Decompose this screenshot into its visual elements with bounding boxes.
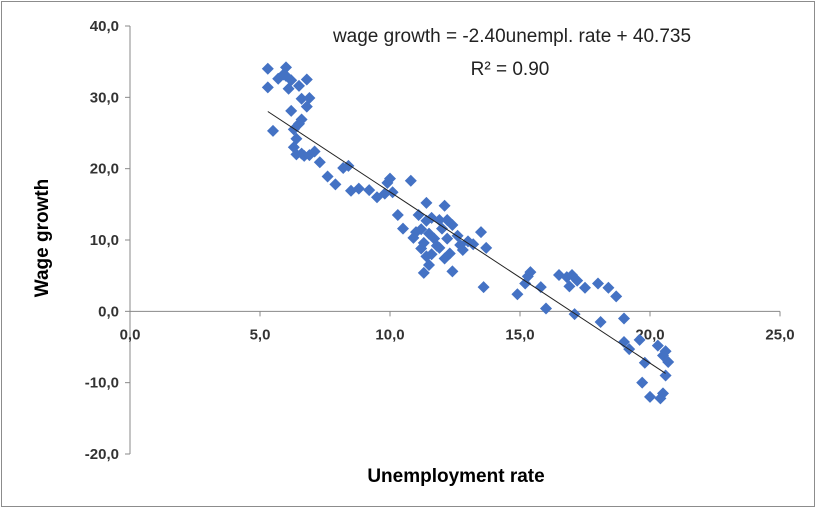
data-point xyxy=(568,308,581,321)
data-point xyxy=(267,124,279,137)
data-point xyxy=(511,288,524,301)
data-point xyxy=(571,274,584,287)
data-point xyxy=(438,199,451,212)
data-point xyxy=(636,376,649,389)
data-point xyxy=(423,258,435,271)
data-point xyxy=(610,290,623,303)
data-point xyxy=(540,302,552,315)
chart-frame: 40,0 30,0 20,0 10,0 0,0 -10,0 -20,0 0,0 5,0 10,0… xyxy=(1,1,815,507)
data-point xyxy=(285,104,298,117)
data-point xyxy=(261,62,274,75)
axes xyxy=(129,26,780,454)
y-tick-label: 40,0 xyxy=(90,18,119,35)
data-point xyxy=(659,345,672,358)
r-squared-label: R² = 0.90 xyxy=(471,59,550,80)
data-point xyxy=(415,223,428,236)
trendline-equation: wage growth = -2.40unempl. rate + 40.735 xyxy=(332,26,691,47)
y-tick-label: 10,0 xyxy=(90,232,119,249)
data-point xyxy=(633,333,646,346)
x-axis-title: Unemployment rate xyxy=(367,466,544,487)
data-point xyxy=(293,79,305,92)
data-point xyxy=(475,226,487,239)
data-point xyxy=(329,178,342,191)
data-point xyxy=(295,92,308,105)
data-point xyxy=(446,219,459,232)
data-point xyxy=(308,145,321,158)
data-point xyxy=(436,222,448,235)
data-point xyxy=(313,156,326,169)
y-tick-label: 0,0 xyxy=(98,303,119,320)
data-point xyxy=(417,236,430,249)
x-tick-label: 0,0 xyxy=(120,326,141,343)
data-point xyxy=(602,281,615,294)
trendline xyxy=(267,111,666,374)
data-point xyxy=(534,281,547,294)
data-point xyxy=(563,280,576,293)
data-point xyxy=(657,387,669,400)
data-point xyxy=(425,248,438,261)
data-point xyxy=(456,243,469,256)
data-points xyxy=(261,61,675,405)
scatter-chart: 40,0 30,0 20,0 10,0 0,0 -10,0 -20,0 0,0 5,0 10,0… xyxy=(32,18,795,487)
x-tick-group: 0,0 5,0 10,0 15,0 20,0 25,0 xyxy=(120,311,795,343)
data-point xyxy=(618,336,630,349)
x-tick-label: 15,0 xyxy=(505,326,534,343)
data-point xyxy=(659,369,672,382)
data-point xyxy=(644,390,656,403)
data-point xyxy=(397,222,409,235)
y-tick-label: -20,0 xyxy=(85,446,119,463)
data-point xyxy=(451,229,464,242)
data-point xyxy=(594,316,607,329)
data-point xyxy=(261,81,274,94)
data-point xyxy=(417,266,430,279)
x-tick-label: 5,0 xyxy=(250,326,271,343)
data-point xyxy=(295,113,308,126)
y-tick-label: -10,0 xyxy=(85,375,119,392)
data-point xyxy=(446,265,459,278)
data-point xyxy=(477,281,490,294)
x-tick-label: 10,0 xyxy=(375,326,404,343)
data-point xyxy=(321,170,334,183)
y-axis-title: Wage growth xyxy=(32,179,53,298)
data-point xyxy=(352,182,365,195)
data-point xyxy=(290,132,303,145)
data-point xyxy=(524,266,537,279)
data-point xyxy=(384,172,396,185)
y-tick-label: 20,0 xyxy=(90,161,119,178)
data-point xyxy=(662,355,675,368)
data-point xyxy=(443,247,456,260)
data-point xyxy=(579,281,591,294)
y-tick-group: 40,0 30,0 20,0 10,0 0,0 -10,0 -20,0 xyxy=(85,18,130,463)
data-point xyxy=(433,241,446,254)
data-point xyxy=(420,196,433,209)
data-point xyxy=(363,184,376,197)
data-point xyxy=(638,356,651,369)
data-point xyxy=(391,209,404,222)
data-point xyxy=(467,238,480,251)
data-point xyxy=(300,73,313,86)
data-point xyxy=(280,61,292,74)
data-point xyxy=(592,277,604,290)
data-point xyxy=(618,312,630,325)
data-point xyxy=(303,92,316,105)
data-point xyxy=(404,174,417,187)
x-tick-label: 25,0 xyxy=(765,326,794,343)
data-point xyxy=(651,339,664,352)
data-point xyxy=(441,232,454,245)
y-tick-label: 30,0 xyxy=(90,89,119,106)
data-point xyxy=(480,241,493,254)
data-point xyxy=(412,209,425,222)
data-point xyxy=(285,74,298,87)
